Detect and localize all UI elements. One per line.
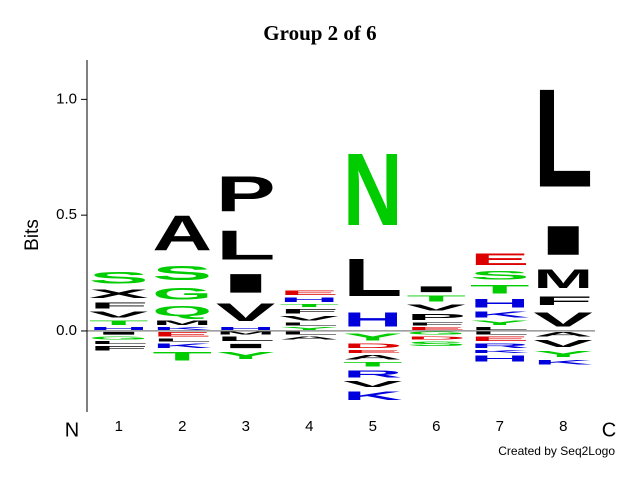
logo-letter: I [216,268,276,298]
logo-letter: S [89,268,149,287]
logo-letter: H [216,326,276,331]
logo-letter: H [470,296,530,310]
y-tick-label: 0.5 [56,206,77,223]
logo-letter: A [152,206,212,261]
logo-letter: G [152,285,212,303]
credit: Created by Seq2Logo [498,444,615,458]
logo-letter: E [406,326,466,331]
logo-letter: V [279,315,338,322]
logo-letter: L [279,322,339,327]
logo-letter: Y [216,350,276,362]
logo-letter: V [89,310,148,319]
logo-letter: D [343,343,403,350]
logo-letter: L [343,248,403,308]
logo-letter: G [89,336,149,341]
logo-letter: K [533,359,593,366]
logo-letter: Q [152,303,212,319]
logo-letter: V [343,380,402,389]
logo-letter: F [89,301,149,310]
logo-letter: V [533,308,592,331]
logo-letter: D [406,336,466,341]
logo-letter: K [470,310,530,319]
x-tick-label: 3 [242,418,250,435]
logo-letter: K [152,326,212,331]
logo-letter: Y [470,319,530,326]
logo-letter: I [533,217,593,263]
logo-letter: T [152,349,212,363]
logo-letter: L [279,331,339,336]
logo-letter: I [216,343,276,350]
logo-letter: F [406,322,466,327]
logo-letter: I [406,285,466,294]
logo-letter: G [406,331,466,336]
logo-letter: P [216,167,276,222]
logo-letter: K [152,343,212,350]
y-tick-label: 1.0 [56,90,77,107]
logo-letter: L [470,326,530,331]
x-tick-label: 8 [559,418,567,435]
x-tick-label: 7 [496,418,504,435]
logo-letter: V [533,338,592,349]
logo-letter: F [533,294,593,308]
x-tick-label: 1 [115,418,123,435]
logo-letter: L [533,59,593,217]
logo-letter: K [470,350,530,355]
logo-letter: E [343,350,403,355]
logo-letter: S [470,268,530,282]
logo-letter: H [343,308,403,331]
logo-letter: L [152,338,212,343]
logo-letter: E [470,336,530,343]
logo-letter: K [343,389,403,403]
logo-letter: R [470,343,530,350]
y-tick-label: 0.0 [56,322,77,339]
logo-letter: L [89,340,149,345]
logo-letter: N [343,131,403,247]
logo-letter: H [89,326,149,331]
logo-letter: L [216,336,276,343]
logo-letter: S [152,261,212,284]
logo-letter: V [406,303,465,312]
x-tick-label: 4 [305,418,313,435]
logo-letter: P [406,312,466,321]
chart-title: Group 2 of 6 [263,21,376,45]
logo-letter: R [343,368,403,379]
logo-letter: H [470,354,530,363]
logo-letter: Y [343,331,403,343]
c-terminus-label: C [602,419,616,441]
logo-letter: M [533,264,593,294]
logo-letter: A [533,331,593,338]
logo-letter: T [470,282,530,296]
logo-letter: F [279,308,339,315]
logo-letter: X [89,287,149,301]
logo-letter: A [279,336,339,341]
logo-letter: E [279,289,339,296]
logo-letter: T [406,294,466,303]
n-terminus-label: N [65,419,79,441]
x-tick-label: 2 [178,418,186,435]
logo-letter: L [216,222,276,268]
logo-letter: A [343,354,403,361]
logo-letter: T [89,319,149,326]
logo-letter: I [89,331,149,336]
logo-letter: T [279,303,339,308]
logo-letter: M [216,331,276,336]
logo-letter: L [470,331,530,336]
logo-letter: E [470,250,530,269]
x-tick-label: 6 [432,418,440,435]
logo-letter: S [406,340,466,347]
logo-letter: E [152,331,212,338]
x-tick-label: 5 [369,418,377,435]
logo-letter: T [343,361,403,368]
logo-letter: Y [533,349,593,358]
logo-letter: M [152,319,212,326]
logo-letter: Y [279,326,339,331]
logo-letter: F [89,345,149,352]
y-axis-label: Bits [22,219,43,251]
logo-letter: V [216,298,276,326]
logo-letter: H [279,296,339,303]
